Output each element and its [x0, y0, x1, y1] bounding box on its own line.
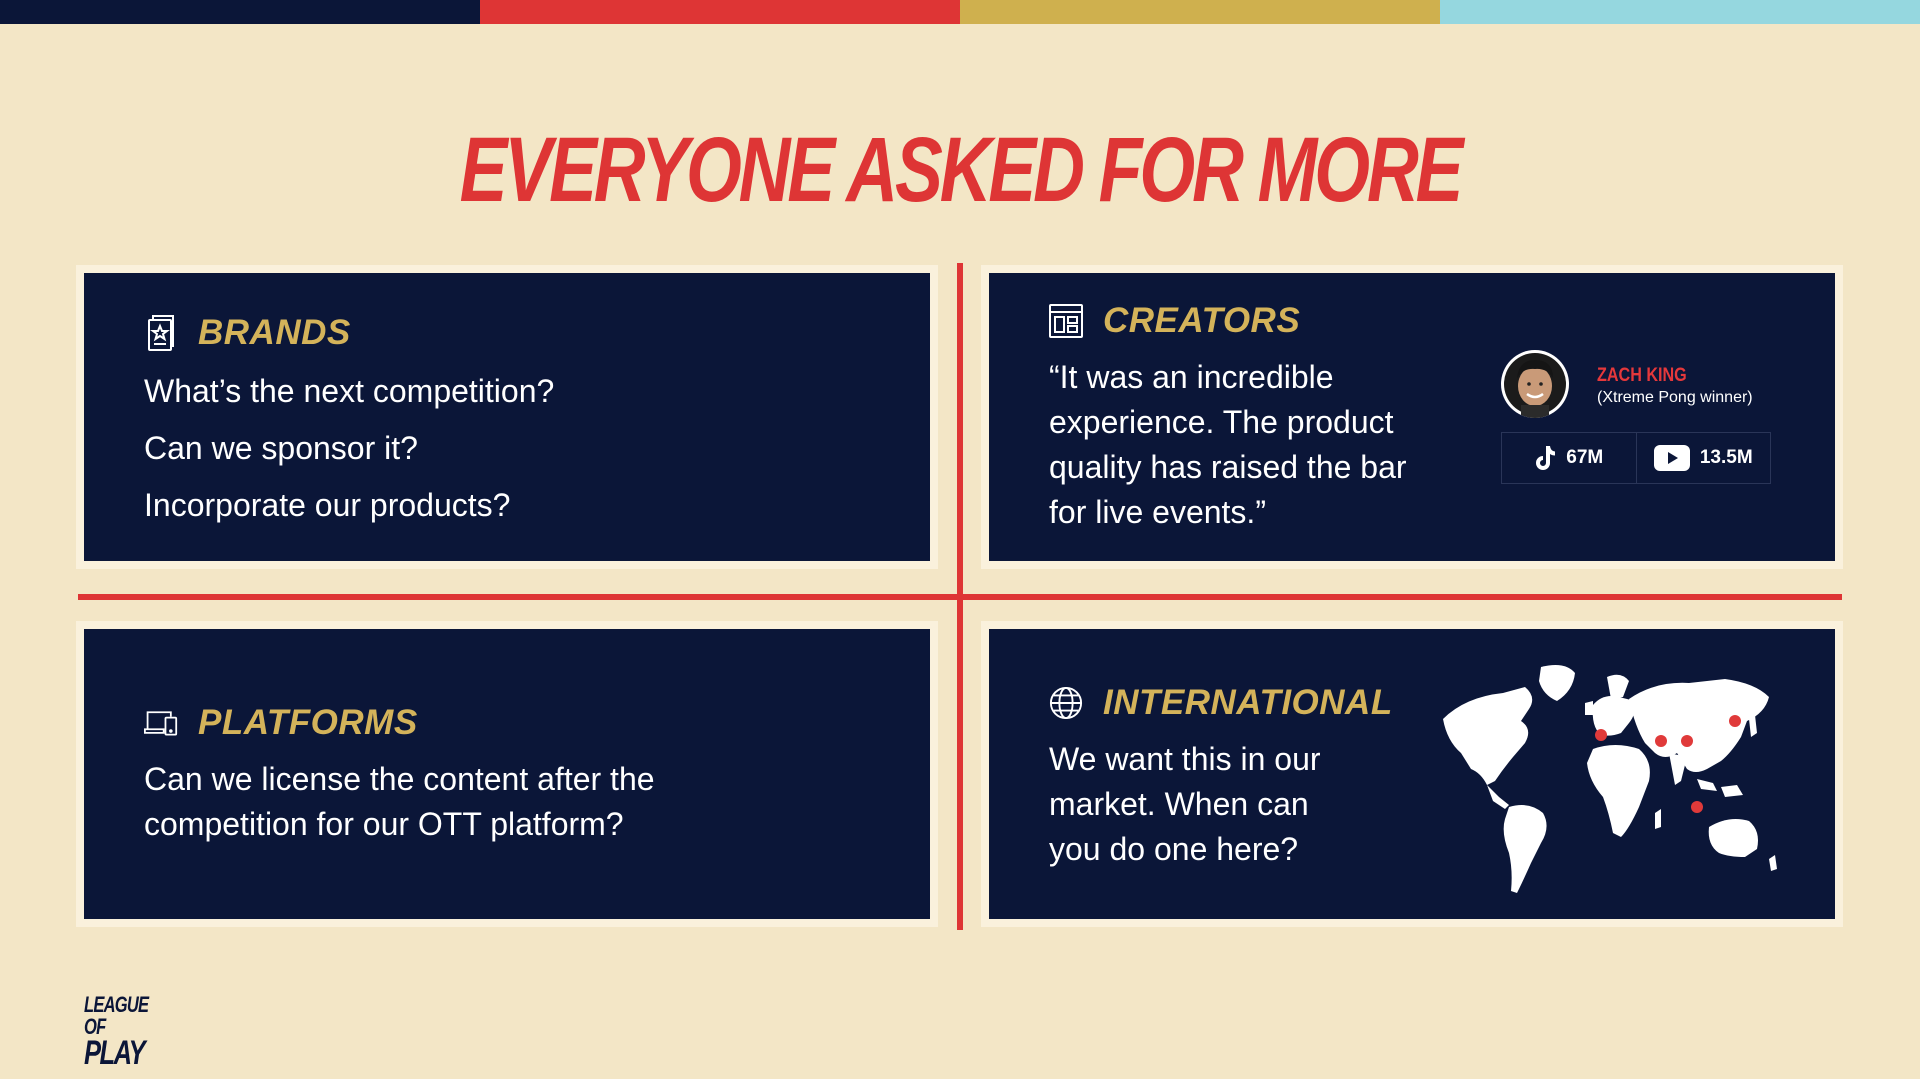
platforms-header: PLATFORMS [144, 703, 418, 743]
international-text: We want this in our market. When can you… [1049, 737, 1321, 872]
platforms-line: competition for our OTT platform? [144, 806, 624, 842]
bar-teal [1440, 0, 1920, 24]
youtube-icon [1653, 445, 1690, 471]
creators-card: CREATORS “It was an incredible experienc… [981, 265, 1843, 569]
quote-line: for live events.” [1049, 494, 1266, 530]
tiktok-stat: 67M [1502, 433, 1636, 483]
platforms-card: PLATFORMS Can we license the content aft… [76, 621, 938, 927]
top-color-bar [0, 0, 1920, 24]
globe-icon [1049, 684, 1083, 722]
divider-horizontal [78, 594, 1842, 600]
layout-dashboard-icon [1049, 302, 1083, 340]
brands-text: What’s the next competition? Can we spon… [144, 369, 554, 540]
youtube-count: 13.5M [1699, 447, 1753, 468]
quote-line: “It was an incredible [1049, 359, 1334, 395]
platforms-heading: PLATFORMS [198, 703, 418, 742]
brands-heading: BRANDS [198, 313, 351, 352]
page-title: EVERYONE ASKED FOR MORE [459, 119, 1464, 221]
international-line: you do one here? [1049, 831, 1299, 867]
platforms-line: Can we license the content after the [144, 761, 655, 797]
logo-line1: LEAGUE OF [84, 992, 149, 1039]
bar-gold [960, 0, 1440, 24]
international-header: INTERNATIONAL [1049, 683, 1393, 723]
international-heading: INTERNATIONAL [1103, 683, 1393, 722]
international-line: market. When can [1049, 786, 1309, 822]
logo-line2: PLAY [84, 1034, 146, 1072]
creator-stats: 67M 13.5M [1501, 432, 1771, 484]
quote-line: quality has raised the bar [1049, 449, 1407, 485]
international-line: We want this in our [1049, 741, 1321, 777]
award-document-icon [144, 314, 178, 352]
bar-navy [0, 0, 480, 24]
brands-line: What’s the next competition? [144, 373, 555, 409]
creators-header: CREATORS [1049, 301, 1300, 341]
bar-red [480, 0, 960, 24]
creator-name: ZACH KING [1597, 365, 1687, 386]
creators-quote: “It was an incredible experience. The pr… [1049, 355, 1407, 535]
tiktok-icon [1536, 446, 1556, 470]
quote-line: experience. The product [1049, 404, 1394, 440]
youtube-stat: 13.5M [1635, 433, 1771, 483]
brands-header: BRANDS [144, 313, 351, 353]
international-card: INTERNATIONAL We want this in our market… [981, 621, 1843, 927]
tiktok-count: 67M [1566, 447, 1604, 468]
world-map-icon [1443, 665, 1777, 893]
platforms-text: Can we license the content after the com… [144, 757, 655, 847]
devices-icon [144, 704, 178, 742]
creators-heading: CREATORS [1103, 301, 1301, 340]
brands-line: Incorporate our products? [144, 487, 511, 523]
creator-subtitle: (Xtreme Pong winner) [1597, 389, 1753, 406]
league-of-play-logo: LEAGUE OF PLAY [84, 992, 184, 1071]
brands-card: BRANDS What’s the next competition? Can … [76, 265, 938, 569]
avatar [1501, 350, 1569, 418]
brands-line: Can we sponsor it? [144, 430, 418, 466]
